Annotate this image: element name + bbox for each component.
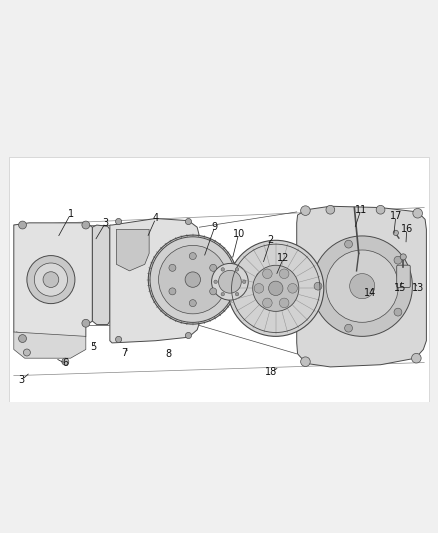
Ellipse shape	[279, 298, 289, 308]
Ellipse shape	[210, 288, 217, 295]
Text: 13: 13	[412, 284, 424, 293]
Text: 15: 15	[394, 284, 406, 293]
FancyBboxPatch shape	[257, 274, 277, 286]
Text: 5: 5	[90, 342, 96, 352]
Text: 3: 3	[18, 375, 25, 385]
Text: 16: 16	[401, 224, 413, 235]
Text: 14: 14	[364, 288, 376, 298]
Text: 18: 18	[265, 367, 278, 377]
Ellipse shape	[148, 235, 237, 324]
FancyBboxPatch shape	[397, 265, 410, 287]
Text: 4: 4	[152, 214, 159, 223]
Ellipse shape	[300, 206, 310, 215]
Ellipse shape	[314, 282, 322, 290]
Ellipse shape	[300, 357, 310, 367]
Ellipse shape	[116, 219, 122, 224]
Ellipse shape	[185, 333, 191, 338]
Polygon shape	[92, 225, 110, 325]
Ellipse shape	[169, 264, 176, 271]
Ellipse shape	[219, 270, 241, 293]
Ellipse shape	[169, 288, 176, 295]
FancyBboxPatch shape	[10, 157, 428, 533]
Text: 2: 2	[267, 235, 274, 245]
Text: 10: 10	[233, 229, 245, 239]
Ellipse shape	[288, 284, 297, 293]
Ellipse shape	[393, 230, 399, 236]
Polygon shape	[14, 332, 86, 358]
Ellipse shape	[254, 284, 264, 293]
Ellipse shape	[235, 293, 239, 296]
Ellipse shape	[116, 336, 122, 343]
Ellipse shape	[159, 245, 227, 314]
Ellipse shape	[82, 319, 90, 327]
Ellipse shape	[185, 272, 201, 287]
Ellipse shape	[350, 273, 375, 298]
Polygon shape	[117, 229, 149, 271]
Ellipse shape	[43, 272, 59, 287]
Ellipse shape	[212, 263, 248, 300]
Polygon shape	[14, 223, 92, 343]
Ellipse shape	[253, 265, 299, 311]
Ellipse shape	[214, 280, 217, 284]
Ellipse shape	[23, 349, 30, 356]
Ellipse shape	[268, 281, 283, 295]
Ellipse shape	[312, 236, 413, 336]
Ellipse shape	[62, 358, 69, 365]
Text: 11: 11	[355, 205, 367, 215]
Ellipse shape	[221, 293, 225, 296]
Ellipse shape	[243, 280, 246, 284]
Ellipse shape	[326, 205, 335, 214]
Text: 3: 3	[102, 218, 109, 228]
Text: 6: 6	[62, 358, 68, 368]
Ellipse shape	[189, 300, 196, 306]
Ellipse shape	[34, 263, 67, 296]
Text: 1: 1	[67, 209, 74, 219]
Text: 8: 8	[166, 349, 172, 359]
Ellipse shape	[345, 240, 353, 248]
Ellipse shape	[185, 219, 191, 224]
Ellipse shape	[228, 240, 324, 336]
Ellipse shape	[262, 298, 272, 308]
Ellipse shape	[262, 269, 272, 279]
Ellipse shape	[18, 335, 26, 343]
Ellipse shape	[413, 208, 423, 218]
Ellipse shape	[345, 324, 353, 332]
Ellipse shape	[27, 256, 75, 304]
Ellipse shape	[82, 221, 90, 229]
Ellipse shape	[279, 269, 289, 279]
Text: 17: 17	[390, 211, 402, 221]
Ellipse shape	[400, 254, 406, 260]
Ellipse shape	[394, 308, 402, 316]
Ellipse shape	[235, 268, 239, 271]
Text: 9: 9	[212, 222, 218, 232]
Polygon shape	[297, 206, 426, 367]
Ellipse shape	[221, 268, 225, 271]
Ellipse shape	[376, 205, 385, 214]
Ellipse shape	[412, 353, 421, 363]
Polygon shape	[110, 219, 199, 343]
Ellipse shape	[394, 256, 402, 264]
Ellipse shape	[18, 221, 26, 229]
Ellipse shape	[150, 237, 236, 322]
Text: 12: 12	[277, 253, 290, 263]
Text: 7: 7	[121, 348, 127, 358]
Ellipse shape	[326, 250, 398, 322]
Ellipse shape	[189, 253, 196, 260]
Polygon shape	[16, 332, 60, 354]
Ellipse shape	[210, 264, 217, 271]
